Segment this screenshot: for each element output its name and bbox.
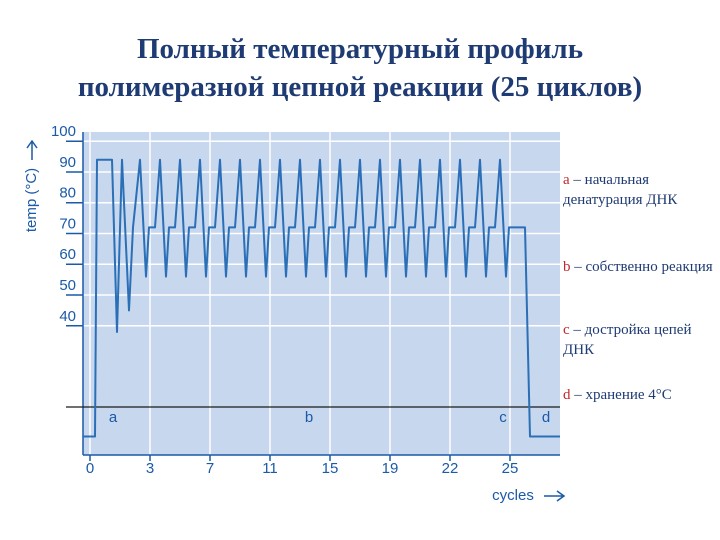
phase-label: b	[305, 409, 313, 426]
phase-label: c	[499, 409, 507, 426]
x-tick-label: 25	[502, 460, 519, 477]
legend-text: – начальная денатурация ДНК	[563, 172, 678, 208]
x-tick-label: 15	[322, 460, 339, 477]
y-tick-label: 90	[59, 154, 76, 171]
x-tick-label: 22	[442, 460, 459, 477]
x-axis-label: cycles	[492, 487, 534, 504]
x-axis-arrow	[544, 490, 566, 502]
legend-item: a – начальная денатурация ДНК	[563, 170, 713, 210]
y-axis-label: temp (°C)	[23, 168, 40, 232]
legend-item: c – достройка цепей ДНК	[563, 320, 713, 360]
legend-text: – собственно реакция	[574, 259, 713, 275]
x-tick-label: 7	[206, 460, 214, 477]
x-tick-label: 0	[86, 460, 94, 477]
y-tick-label: 70	[59, 215, 76, 232]
legend-key: a	[563, 172, 570, 188]
y-axis-arrow	[26, 139, 38, 160]
y-tick-label: 40	[59, 308, 76, 325]
legend-text: – хранение 4°С	[574, 387, 672, 403]
x-tick-label: 3	[146, 460, 154, 477]
y-tick-label: 80	[59, 185, 76, 202]
legend-item: d – хранение 4°С	[563, 385, 713, 405]
legend-key: d	[563, 387, 571, 403]
y-tick-label: 50	[59, 277, 76, 294]
title-line: Полный температурный профиль	[136, 33, 584, 65]
title-line: полимеразной цепной реакции (25 циклов)	[77, 71, 643, 103]
phase-label: a	[109, 409, 118, 426]
x-tick-label: 11	[262, 460, 278, 477]
y-tick-label: 100	[51, 123, 76, 140]
legend-item: b – собственно реакция	[563, 257, 713, 277]
y-tick-label: 60	[59, 246, 76, 263]
phase-label: d	[542, 409, 550, 426]
legend-text: – достройка цепей ДНК	[563, 322, 692, 358]
legend-key: b	[563, 259, 571, 275]
series-line	[83, 158, 560, 438]
x-tick-label: 19	[382, 460, 399, 477]
legend-key: c	[563, 322, 570, 338]
